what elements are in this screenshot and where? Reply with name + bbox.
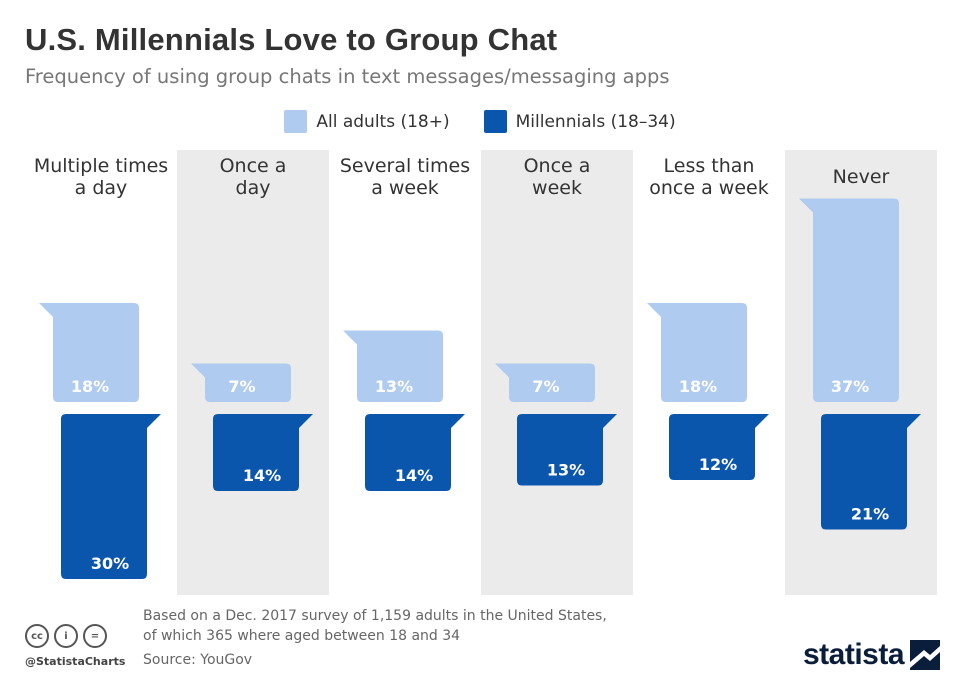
category-label-multiple-times-a-day: Multiple times a day: [34, 155, 168, 199]
value-label-millennials-once-a-week: 13%: [547, 461, 585, 480]
statista-logo-icon: [910, 640, 941, 670]
footnote: Based on a Dec. 2017 survey of 1,159 adu…: [143, 606, 607, 646]
legend-label-millennials: Millennials (18–34): [515, 111, 676, 132]
legend-swatch-millennials: [483, 110, 507, 133]
attribution-icon: i: [54, 624, 78, 648]
category-label-less-than-once-a-week: Less than once a week: [649, 155, 768, 199]
statista-logo: statista: [803, 638, 941, 672]
bar-millennials-once-a-week: [517, 414, 617, 486]
bar-millennials-multiple-times-a-day: [61, 414, 161, 579]
footnote-line-1: Based on a Dec. 2017 survey of 1,159 adu…: [143, 608, 607, 624]
legend-item-millennials: Millennials (18–34): [483, 110, 676, 133]
statista-wordmark: statista: [803, 638, 905, 671]
bar-all-adults-several-times-a-week: [343, 330, 443, 402]
category-label-once-a-day: Once a day: [220, 155, 287, 199]
bar-all-adults-less-than-once-a-week: [647, 303, 747, 402]
value-label-millennials-never: 21%: [851, 505, 889, 524]
creative-commons-icon: cc: [25, 624, 49, 648]
license-icons: cc i =: [25, 624, 107, 648]
footnote-line-2: of which 365 where aged between 18 and 3…: [143, 628, 461, 644]
bar-all-adults-once-a-day: [191, 363, 291, 402]
no-derivatives-icon: =: [83, 624, 107, 648]
source-text: Source: YouGov: [143, 652, 253, 668]
chart-subtitle: Frequency of using group chats in text m…: [25, 65, 670, 88]
twitter-handle: @StatistaCharts: [25, 655, 126, 668]
legend: All adults (18+) Millennials (18–34): [0, 110, 960, 133]
bar-millennials-once-a-day: [213, 414, 313, 491]
bar-all-adults-once-a-week: [495, 363, 595, 402]
category-label-never: Never: [833, 166, 890, 188]
category-label-several-times-a-week: Several times a week: [340, 155, 470, 199]
legend-swatch-all-adults: [284, 110, 308, 133]
legend-label-all-adults: All adults (18+): [316, 111, 450, 132]
value-label-all-adults-never: 37%: [831, 377, 869, 396]
value-label-millennials-once-a-day: 14%: [243, 466, 281, 485]
value-label-millennials-less-than-once-a-week: 12%: [699, 455, 737, 474]
value-label-all-adults-multiple-times-a-day: 18%: [71, 377, 109, 396]
chart-title: U.S. Millennials Love to Group Chat: [25, 22, 558, 57]
bar-millennials-less-than-once-a-week: [669, 414, 769, 480]
value-label-millennials-several-times-a-week: 14%: [395, 466, 433, 485]
value-label-all-adults-once-a-day: 7%: [228, 377, 255, 396]
value-label-millennials-multiple-times-a-day: 30%: [91, 554, 129, 573]
value-label-all-adults-several-times-a-week: 13%: [375, 377, 413, 396]
legend-item-all-adults: All adults (18+): [284, 110, 450, 133]
value-label-all-adults-less-than-once-a-week: 18%: [679, 377, 717, 396]
value-label-all-adults-once-a-week: 7%: [532, 377, 559, 396]
category-label-once-a-week: Once a week: [524, 155, 591, 199]
bar-all-adults-never: [799, 198, 899, 402]
bar-millennials-several-times-a-week: [365, 414, 465, 491]
chart-area: Multiple times a day 18% 30% Once a day 7% 14% S…: [34, 150, 937, 595]
bar-all-adults-multiple-times-a-day: [39, 303, 139, 402]
bar-millennials-never: [821, 414, 921, 530]
